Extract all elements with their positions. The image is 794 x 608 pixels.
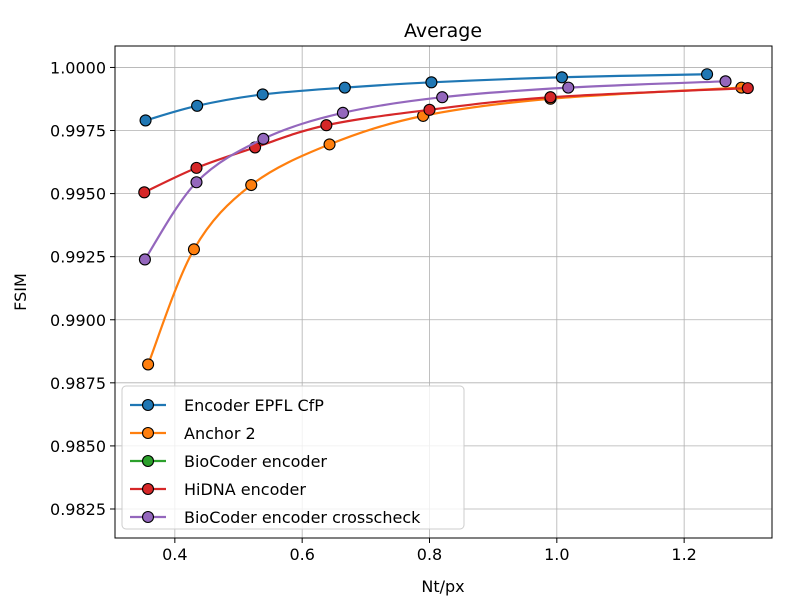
- series-line: [145, 73, 708, 122]
- legend-label: HiDNA encoder: [184, 480, 306, 499]
- x-tick-label: 0.6: [289, 545, 314, 564]
- legend-item: HiDNA encoder: [130, 480, 306, 499]
- axis-ticks: 0.4 0.6 0.8 1.0 1.2 0.9825 0.9850 0.9875 0.9900 0…: [50, 58, 697, 564]
- data-point: [190, 176, 203, 189]
- legend-box: [121, 385, 465, 530]
- legend-item: Anchor 2: [130, 424, 256, 443]
- legend-item: BioCoder encoder: [130, 452, 327, 471]
- data-point: [245, 178, 258, 192]
- data-point: [320, 119, 333, 132]
- legend-label: BioCoder encoder: [184, 452, 327, 471]
- data-point: [719, 75, 732, 88]
- legend-label: BioCoder encoder crosscheck: [184, 508, 421, 527]
- plot-frame: [114, 45, 773, 539]
- data-point: [741, 82, 754, 95]
- legend-label: Encoder EPFL CfP: [184, 396, 324, 415]
- legend-item: BioCoder encoder crosscheck: [130, 508, 421, 527]
- data-point: [425, 76, 438, 89]
- legend-swatch-marker: [141, 454, 155, 468]
- legend-label: Anchor 2: [184, 424, 256, 443]
- y-tick-label: 0.9950: [50, 185, 106, 204]
- y-tick-label: 0.9975: [50, 122, 106, 141]
- series-line: [143, 87, 748, 194]
- y-axis-label: FSIM: [11, 273, 30, 311]
- data-point: [190, 161, 203, 174]
- y-tick-label: 0.9925: [50, 248, 106, 267]
- legend-item: Encoder EPFL CfP: [130, 396, 324, 415]
- data-point: [256, 88, 269, 101]
- data-point: [323, 138, 336, 151]
- data-point: [436, 91, 449, 104]
- data-point: [139, 114, 152, 127]
- legend-swatch-marker: [141, 398, 155, 412]
- plot-series: [138, 68, 754, 371]
- data-point: [191, 99, 204, 112]
- x-axis-label: Nt/px: [421, 577, 464, 596]
- series-0: [139, 68, 714, 127]
- y-tick-label: 0.9825: [50, 500, 106, 519]
- y-tick-label: 0.9900: [50, 311, 106, 330]
- series-3: [138, 82, 754, 199]
- data-point: [138, 253, 151, 266]
- x-tick-label: 1.2: [671, 545, 696, 564]
- data-point: [142, 358, 155, 371]
- series-4: [138, 75, 732, 266]
- data-point: [423, 103, 436, 116]
- data-point: [562, 81, 575, 94]
- y-tick-label: 1.0000: [50, 58, 106, 77]
- x-tick-label: 0.4: [162, 545, 187, 564]
- legend-swatch-marker: [141, 510, 155, 524]
- legend-swatch-marker: [141, 426, 155, 440]
- x-tick-label: 1.0: [544, 545, 569, 564]
- series-1: [142, 81, 748, 371]
- legend: Encoder EPFL CfP Anchor 2 BioCoder encoder…: [121, 385, 465, 530]
- chart-title: Average: [404, 20, 482, 42]
- y-tick-label: 0.9875: [50, 374, 106, 393]
- legend-swatch-marker: [141, 482, 155, 496]
- data-point: [187, 243, 200, 256]
- y-tick-label: 0.9850: [50, 437, 106, 456]
- data-point: [338, 81, 351, 94]
- data-point: [555, 71, 568, 84]
- x-tick-label: 0.8: [417, 545, 442, 564]
- grid: [115, 46, 772, 538]
- data-point: [544, 91, 557, 104]
- data-point: [336, 106, 349, 119]
- data-point: [138, 186, 151, 199]
- data-point: [701, 68, 714, 81]
- data-point: [257, 132, 270, 145]
